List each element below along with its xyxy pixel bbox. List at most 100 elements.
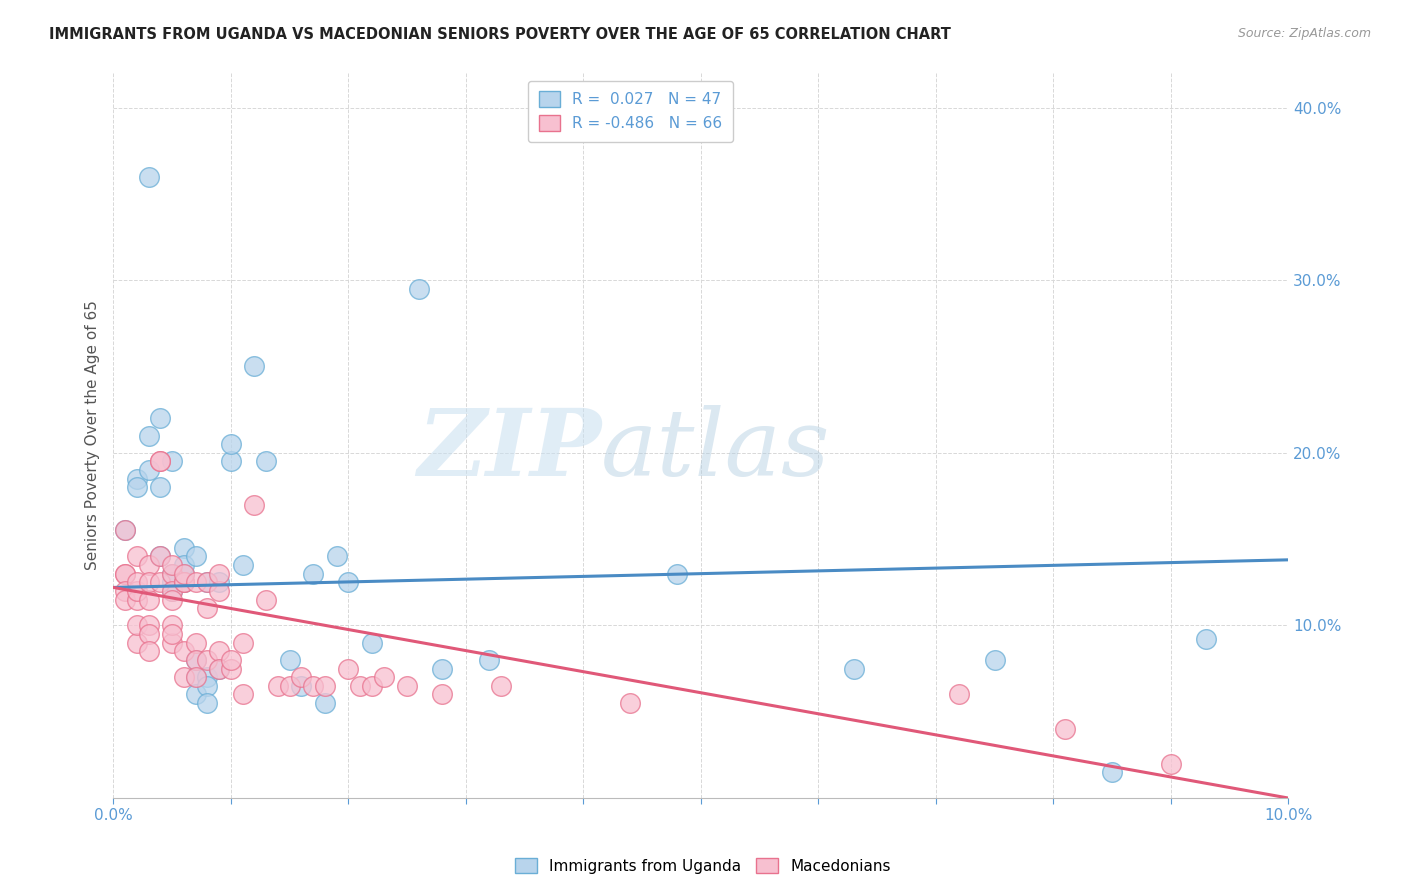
Point — [361, 636, 384, 650]
Point — [162, 558, 184, 572]
Point — [162, 566, 184, 581]
Point — [125, 575, 148, 590]
Point — [666, 566, 689, 581]
Point — [173, 575, 195, 590]
Point — [149, 549, 172, 564]
Point — [184, 653, 207, 667]
Point — [138, 169, 160, 184]
Point — [149, 480, 172, 494]
Point — [149, 411, 172, 425]
Text: IMMIGRANTS FROM UGANDA VS MACEDONIAN SENIORS POVERTY OVER THE AGE OF 65 CORRELAT: IMMIGRANTS FROM UGANDA VS MACEDONIAN SEN… — [49, 27, 950, 42]
Point — [278, 679, 301, 693]
Point — [149, 454, 172, 468]
Point — [254, 592, 277, 607]
Point — [396, 679, 419, 693]
Point — [125, 636, 148, 650]
Point — [290, 670, 312, 684]
Point — [162, 575, 184, 590]
Point — [162, 583, 184, 598]
Point — [361, 679, 384, 693]
Point — [184, 670, 207, 684]
Point — [138, 428, 160, 442]
Point — [232, 688, 254, 702]
Point — [1101, 765, 1123, 780]
Point — [1160, 756, 1182, 771]
Point — [138, 618, 160, 632]
Point — [208, 566, 231, 581]
Point — [162, 583, 184, 598]
Point — [125, 583, 148, 598]
Point — [478, 653, 501, 667]
Point — [125, 592, 148, 607]
Point — [1054, 722, 1077, 736]
Y-axis label: Seniors Poverty Over the Age of 65: Seniors Poverty Over the Age of 65 — [86, 301, 100, 571]
Point — [1195, 632, 1218, 647]
Point — [138, 463, 160, 477]
Point — [302, 566, 325, 581]
Point — [208, 644, 231, 658]
Point — [197, 679, 219, 693]
Point — [162, 636, 184, 650]
Point — [208, 662, 231, 676]
Point — [149, 575, 172, 590]
Point — [138, 644, 160, 658]
Point — [173, 541, 195, 555]
Point — [184, 653, 207, 667]
Point — [243, 498, 266, 512]
Point — [173, 566, 195, 581]
Point — [219, 454, 242, 468]
Point — [983, 653, 1005, 667]
Point — [173, 558, 195, 572]
Point — [208, 662, 231, 676]
Point — [197, 575, 219, 590]
Point — [408, 282, 430, 296]
Point — [114, 583, 136, 598]
Point — [232, 636, 254, 650]
Point — [349, 679, 371, 693]
Point — [337, 575, 360, 590]
Legend: Immigrants from Uganda, Macedonians: Immigrants from Uganda, Macedonians — [509, 852, 897, 880]
Point — [114, 524, 136, 538]
Point — [173, 566, 195, 581]
Point — [184, 636, 207, 650]
Point — [219, 653, 242, 667]
Point — [173, 644, 195, 658]
Point — [432, 662, 454, 676]
Text: atlas: atlas — [602, 405, 831, 495]
Point — [254, 454, 277, 468]
Point — [184, 549, 207, 564]
Point — [232, 558, 254, 572]
Point — [162, 627, 184, 641]
Point — [184, 670, 207, 684]
Point — [125, 480, 148, 494]
Point — [489, 679, 512, 693]
Point — [197, 575, 219, 590]
Point — [842, 662, 865, 676]
Point — [138, 592, 160, 607]
Point — [432, 688, 454, 702]
Point — [197, 653, 219, 667]
Point — [125, 549, 148, 564]
Point — [208, 583, 231, 598]
Point — [197, 601, 219, 615]
Point — [197, 696, 219, 710]
Point — [267, 679, 290, 693]
Point — [162, 566, 184, 581]
Point — [219, 662, 242, 676]
Point — [302, 679, 325, 693]
Point — [138, 627, 160, 641]
Point — [162, 592, 184, 607]
Point — [208, 575, 231, 590]
Text: Source: ZipAtlas.com: Source: ZipAtlas.com — [1237, 27, 1371, 40]
Point — [325, 549, 347, 564]
Point — [173, 575, 195, 590]
Text: ZIP: ZIP — [416, 405, 602, 495]
Point — [114, 592, 136, 607]
Point — [162, 454, 184, 468]
Point — [619, 696, 641, 710]
Point — [184, 575, 207, 590]
Point — [162, 618, 184, 632]
Point — [197, 670, 219, 684]
Point — [314, 696, 336, 710]
Point — [149, 549, 172, 564]
